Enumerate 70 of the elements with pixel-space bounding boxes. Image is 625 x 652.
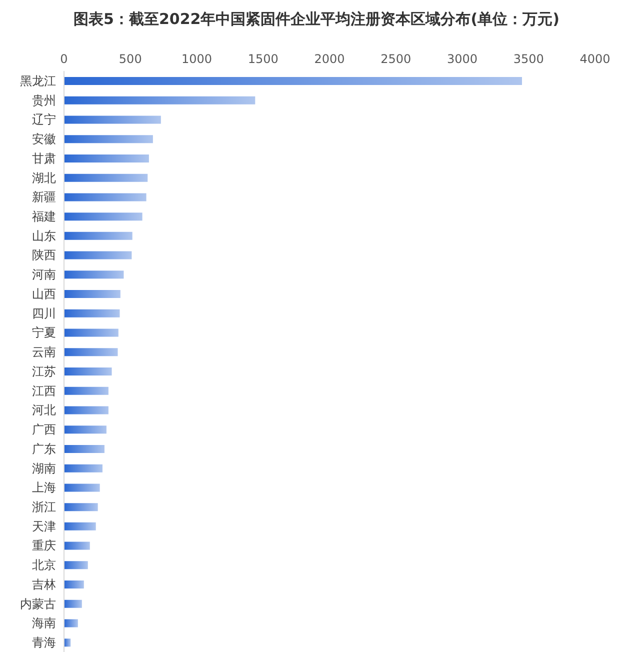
bar [64, 328, 118, 337]
bar [64, 542, 90, 550]
y-tick-label: 贵州 [32, 93, 56, 108]
x-tick-label: 2000 [314, 52, 345, 66]
y-tick-label: 云南 [32, 345, 56, 360]
y-tick-label: 四川 [32, 306, 56, 320]
x-tick-label: 4000 [580, 52, 610, 66]
bar [64, 154, 149, 162]
y-tick-label: 广东 [32, 442, 56, 456]
bar [64, 580, 84, 589]
chart-title: 图表5：截至2022年中国紧固件企业平均注册资本区域分布(单位：万元) [72, 9, 560, 30]
bar [64, 348, 118, 356]
bar [64, 212, 142, 221]
bar [64, 77, 522, 85]
x-tick-label: 1500 [248, 52, 278, 66]
y-tick-label: 青海 [32, 636, 56, 650]
bar [64, 619, 78, 628]
bar [64, 174, 148, 182]
y-tick-label: 天津 [32, 519, 56, 534]
y-tick-label: 陕西 [32, 248, 56, 262]
x-tick-label: 1000 [181, 52, 212, 66]
bar [64, 368, 112, 376]
y-tick-label: 广西 [32, 422, 56, 437]
bar [64, 406, 108, 414]
y-tick-label: 浙江 [32, 500, 56, 514]
x-tick-label: 2500 [380, 52, 412, 66]
bar [64, 426, 106, 434]
bar [64, 464, 102, 472]
x-tick-label: 3000 [446, 52, 478, 66]
y-tick-label: 山东 [32, 228, 56, 243]
bar [64, 484, 100, 492]
y-tick-label: 上海 [32, 480, 56, 495]
y-tick-label: 河南 [32, 268, 56, 282]
y-tick-label: 湖南 [32, 461, 56, 476]
y-tick-label: 福建 [32, 210, 56, 224]
y-tick-label: 湖北 [32, 170, 56, 185]
y-tick-label: 安徽 [32, 132, 56, 146]
bar [64, 503, 98, 512]
bar [64, 135, 153, 144]
x-tick-label: 500 [118, 52, 142, 66]
y-tick-label: 山西 [32, 286, 56, 301]
y-tick-label: 重庆 [32, 538, 56, 553]
bar [64, 116, 161, 124]
y-tick-label: 黑龙江 [20, 74, 56, 88]
bar [64, 561, 88, 570]
y-tick-label: 新疆 [32, 190, 56, 204]
y-tick-label: 江西 [32, 384, 56, 398]
bar [64, 96, 256, 104]
y-tick-label: 宁夏 [32, 326, 56, 340]
x-tick-label: 0 [60, 52, 68, 66]
y-tick-label: 江苏 [32, 364, 56, 378]
bar [64, 232, 132, 240]
y-tick-label: 内蒙古 [20, 596, 56, 611]
y-tick-label: 甘肃 [32, 151, 56, 166]
bar [64, 386, 108, 395]
bar [64, 638, 71, 647]
y-tick-label: 北京 [32, 558, 56, 572]
y-tick-label: 海南 [32, 616, 56, 630]
bar [64, 270, 124, 279]
y-tick-label: 吉林 [32, 577, 56, 592]
bar [64, 193, 146, 202]
y-tick-label: 辽宁 [32, 112, 56, 127]
y-tick-label: 河北 [32, 403, 56, 418]
bar [64, 444, 104, 453]
bar [64, 522, 96, 530]
bar [64, 309, 120, 318]
x-tick-label: 3500 [513, 52, 544, 66]
bar [64, 600, 82, 608]
bar [64, 290, 120, 298]
bar [64, 251, 132, 260]
